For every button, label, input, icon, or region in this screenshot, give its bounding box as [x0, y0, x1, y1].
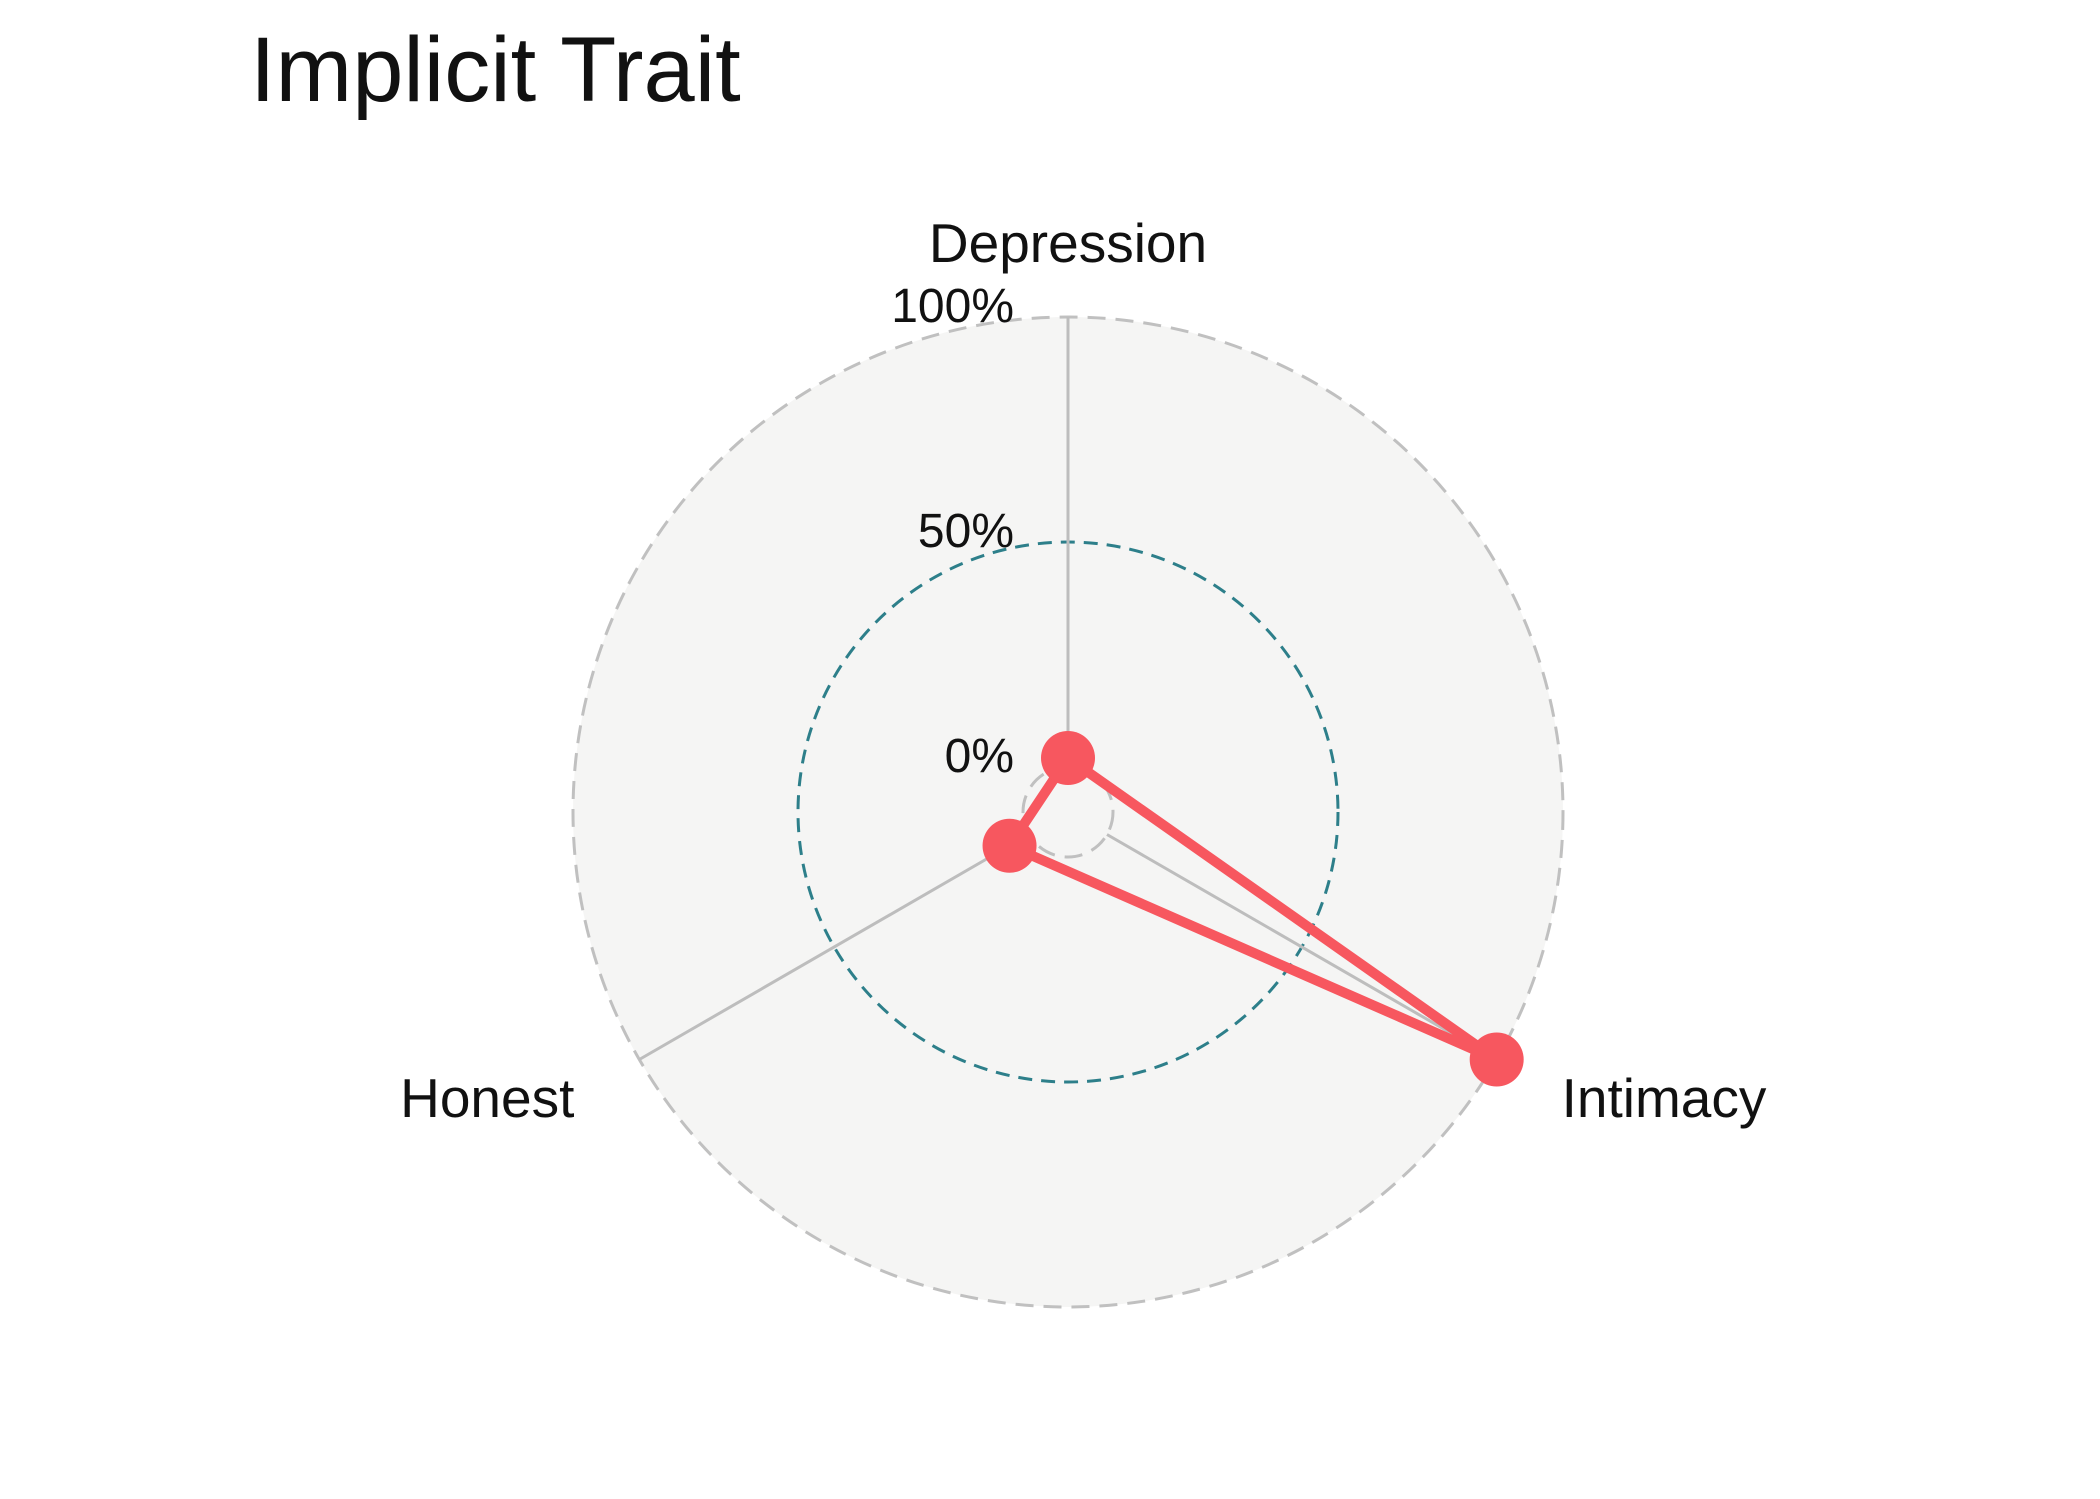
data-point-depression: [1041, 731, 1095, 785]
tick-label-0: 0%: [945, 730, 1014, 783]
tick-label-50: 50%: [918, 505, 1014, 558]
series-line: [1004, 753, 1502, 1065]
axis-label-intimacy: Intimacy: [1562, 1067, 1767, 1129]
chart-title: Implicit Trait: [250, 19, 741, 121]
axis-label-honest: Honest: [400, 1067, 574, 1129]
plot-background: [573, 317, 1563, 1307]
data-point-intimacy: [1469, 1032, 1524, 1087]
tick-label-100: 100%: [891, 280, 1014, 333]
data-point-honest: [982, 818, 1037, 873]
spoke-intimacy: [1106, 833, 1498, 1061]
axis-label-depression: Depression: [929, 212, 1207, 274]
spoke-honest: [638, 833, 1030, 1061]
